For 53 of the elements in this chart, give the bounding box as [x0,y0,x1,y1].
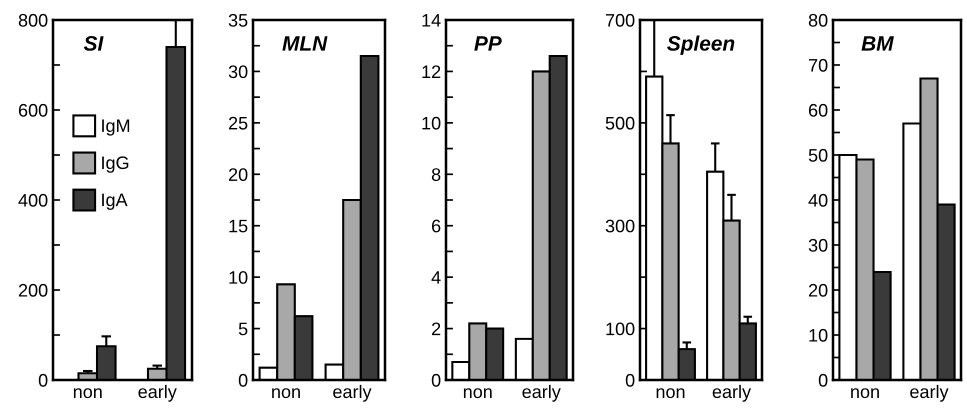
y-tick-label: 5 [238,322,248,336]
y-tick-label: 600 [18,104,48,117]
x-tick-label: early [910,384,949,402]
x-tick-label: non [74,388,102,398]
y-tick-label: 4 [432,271,441,284]
y-tick-label: 6 [432,220,440,232]
y-tick-label: 20 [228,168,248,182]
x-tick-label: non [656,388,684,398]
y-tick-label: 100 [606,322,634,336]
y-tick-label: 40 [808,194,828,207]
text: PP [474,36,502,51]
y-tick-label: 500 [606,116,634,130]
x-tick-label: non [272,388,300,398]
y-tick-label: 50 [808,148,828,162]
y-tick-label: 300 [606,220,634,232]
y-tick-label: 60 [808,104,828,117]
x-tick-label: early [138,384,177,402]
y-tick-label: 30 [808,238,828,252]
y-tick-label: 10 [809,328,828,342]
y-tick-label: 700 [606,14,634,27]
y-tick-label: 14 [422,14,441,27]
text: MLN [282,36,328,51]
x-tick-label: early [712,384,752,402]
text: Spleen [667,35,734,55]
x-tick-label: early [522,384,561,402]
y-tick-label: 30 [228,65,248,78]
y-tick-label: 8 [432,168,440,182]
y-tick-label: 25 [228,116,248,130]
y-tick-label: 0 [432,374,440,387]
x-tick-label: non [851,388,879,398]
text: SI [84,36,104,51]
y-tick-label: 200 [18,284,48,297]
legend-label: IgA [102,194,128,210]
y-tick-label: 20 [808,284,828,297]
y-tick-label: 0 [626,374,634,387]
legend-label: IgM [102,119,130,136]
y-tick-label: 15 [229,220,248,232]
x-tick-label: non [464,388,492,398]
y-tick-label: 2 [432,322,440,336]
y-tick-label: 12 [422,65,440,78]
y-tick-label: 10 [422,116,440,130]
y-tick-label: 80 [808,14,828,27]
y-tick-label: 0 [38,374,48,387]
y-tick-label: 0 [818,374,828,387]
y-tick-label: 0 [238,374,248,387]
y-tick-label: 70 [808,58,828,72]
y-tick-label: 10 [229,271,248,284]
x-tick-label: early [333,384,372,402]
text: BM [862,36,894,51]
y-tick-label: 35 [228,14,248,27]
y-tick-label: 400 [18,194,48,207]
y-tick-label: 800 [18,14,48,27]
legend-label: IgG [102,156,128,173]
